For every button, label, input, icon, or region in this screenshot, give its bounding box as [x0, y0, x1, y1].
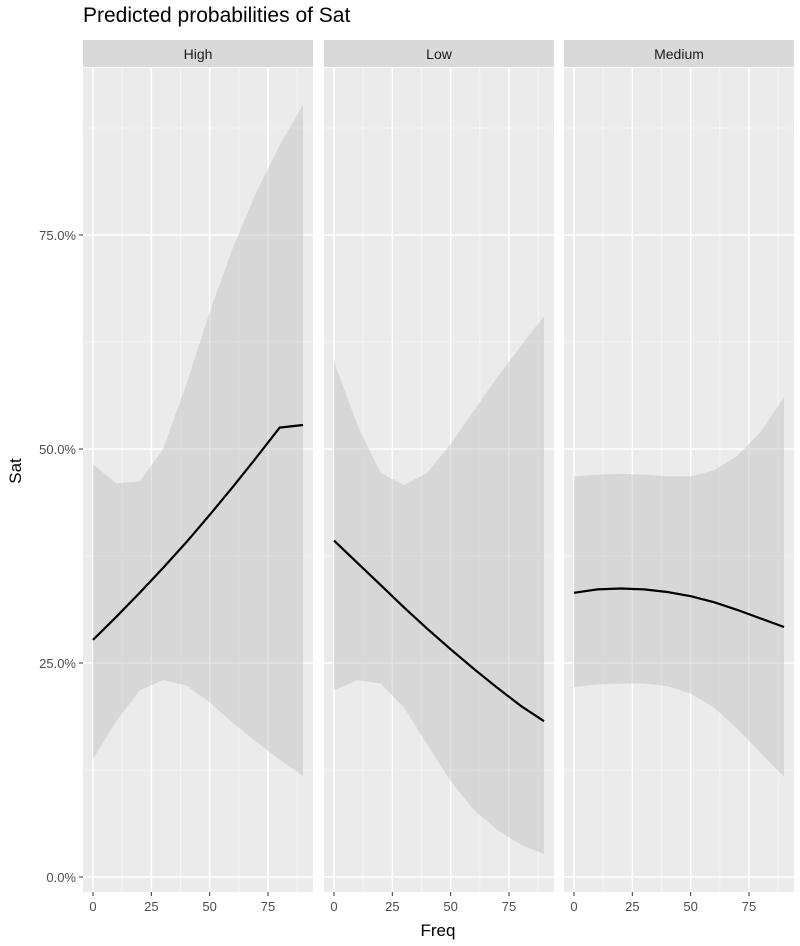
- x-tick-label: 0: [330, 899, 337, 914]
- strip-label: High: [184, 46, 213, 62]
- strip-label: Low: [426, 46, 453, 62]
- x-tick-label: 75: [742, 899, 756, 914]
- x-tick-label: 50: [202, 899, 216, 914]
- x-axis: 0 25 50 75 0 25 50 75 0 25 50 75: [89, 892, 756, 914]
- facet-high: High: [83, 40, 313, 892]
- y-tick-label: 25.0%: [39, 656, 76, 671]
- confidence-ribbon: [574, 397, 784, 777]
- x-tick-label: 25: [625, 899, 639, 914]
- x-tick-label: 25: [144, 899, 158, 914]
- y-tick-label: 0.0%: [46, 870, 76, 885]
- panel-background: [324, 68, 554, 892]
- x-tick-label: 0: [570, 899, 577, 914]
- facet-panels: High Low Medium: [83, 40, 794, 892]
- x-tick-label: 75: [261, 899, 275, 914]
- strip-background: [564, 40, 794, 67]
- y-axis: 0.0% 25.0% 50.0% 75.0%: [39, 228, 83, 885]
- y-tick-label: 75.0%: [39, 228, 76, 243]
- facet-low: Low: [324, 40, 554, 892]
- x-tick-label: 25: [385, 899, 399, 914]
- prediction-line: [92, 423, 304, 641]
- x-tick-label: 0: [89, 899, 96, 914]
- strip-label: Medium: [654, 46, 704, 62]
- x-tick-label: 50: [683, 899, 697, 914]
- prediction-line: [333, 539, 545, 723]
- facet-medium: Medium: [564, 40, 794, 892]
- x-axis-title: Freq: [421, 921, 456, 940]
- panel-background: [83, 68, 313, 892]
- x-tick-label: 75: [502, 899, 516, 914]
- strip-background: [83, 40, 313, 67]
- x-tick-label: 50: [443, 899, 457, 914]
- strip-background: [324, 40, 554, 67]
- chart-title: Predicted probabilities of Sat: [83, 4, 351, 27]
- y-tick-label: 50.0%: [39, 442, 76, 457]
- confidence-ribbon: [334, 316, 544, 854]
- panel-background: [564, 68, 794, 892]
- prediction-line: [573, 587, 785, 629]
- confidence-ribbon: [93, 104, 303, 776]
- y-axis-title: Sat: [6, 458, 25, 484]
